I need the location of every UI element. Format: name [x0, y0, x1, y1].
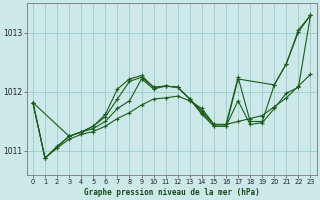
X-axis label: Graphe pression niveau de la mer (hPa): Graphe pression niveau de la mer (hPa): [84, 188, 260, 197]
